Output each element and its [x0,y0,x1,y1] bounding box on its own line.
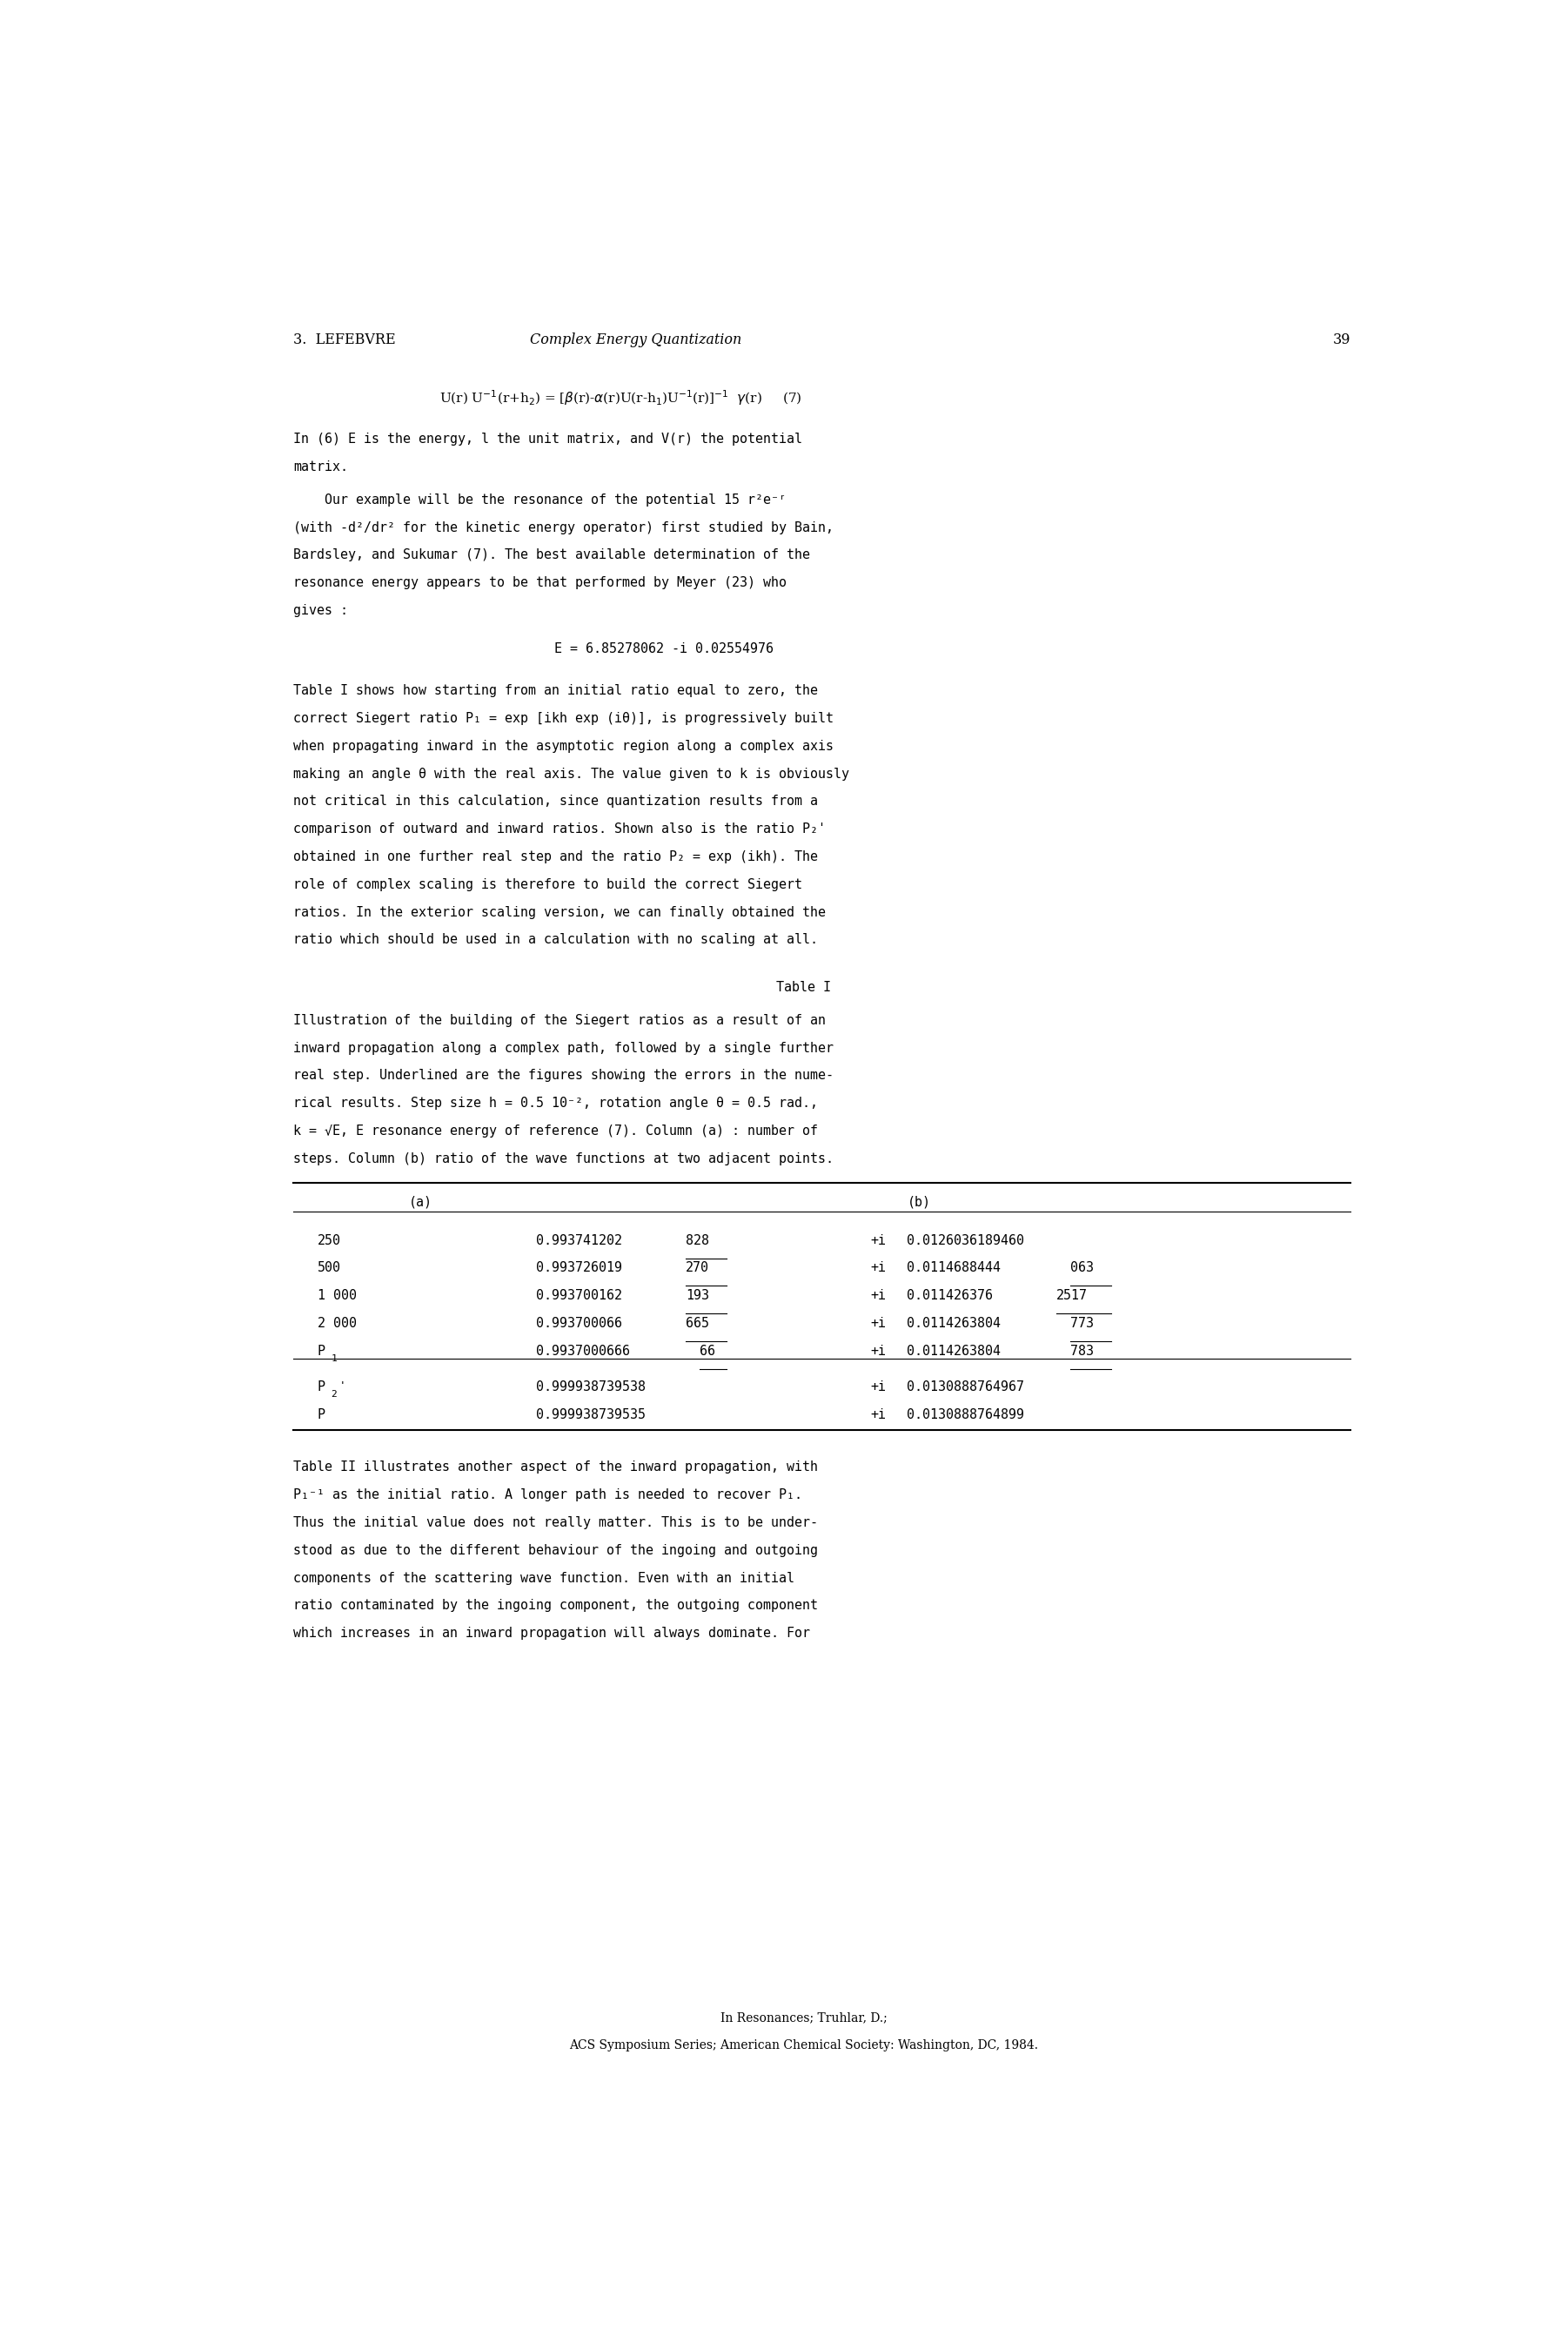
Text: Table II illustrates another aspect of the inward propagation, with: Table II illustrates another aspect of t… [293,1462,818,1473]
Text: ratios. In the exterior scaling version, we can finally obtained the: ratios. In the exterior scaling version,… [293,905,826,919]
Text: 2: 2 [331,1391,337,1398]
Text: components of the scattering wave function. Even with an initial: components of the scattering wave functi… [293,1572,795,1584]
Text: making an angle θ with the real axis. The value given to k is obviously: making an angle θ with the real axis. Th… [293,768,850,780]
Text: +i: +i [870,1290,886,1302]
Text: +i: +i [870,1262,886,1274]
Text: Illustration of the building of the Siegert ratios as a result of an: Illustration of the building of the Sieg… [293,1013,826,1027]
Text: 0.993700162: 0.993700162 [536,1290,622,1302]
Text: 0.993700066: 0.993700066 [536,1316,622,1330]
Text: gives :: gives : [293,604,348,618]
Text: obtained in one further real step and the ratio P₂ = exp (ikh). The: obtained in one further real step and th… [293,851,818,862]
Text: 773: 773 [1071,1316,1094,1330]
Text: stood as due to the different behaviour of the ingoing and outgoing: stood as due to the different behaviour … [293,1544,818,1558]
Text: which increases in an inward propagation will always dominate. For: which increases in an inward propagation… [293,1626,811,1640]
Text: 0.0114263804: 0.0114263804 [906,1344,1000,1358]
Text: 0.011426376: 0.011426376 [906,1290,993,1302]
Text: 1: 1 [331,1354,337,1363]
Text: ratio contaminated by the ingoing component, the outgoing component: ratio contaminated by the ingoing compon… [293,1600,818,1612]
Text: +i: +i [870,1344,886,1358]
Text: 193: 193 [685,1290,709,1302]
Text: Thus the initial value does not really matter. This is to be under-: Thus the initial value does not really m… [293,1516,818,1530]
Text: 0.0114688444: 0.0114688444 [906,1262,1000,1274]
Text: resonance energy appears to be that performed by Meyer (23) who: resonance energy appears to be that perf… [293,576,787,590]
Text: comparison of outward and inward ratios. Shown also is the ratio P₂': comparison of outward and inward ratios.… [293,822,826,837]
Text: 0.9937000666: 0.9937000666 [536,1344,630,1358]
Text: 0.999938739538: 0.999938739538 [536,1379,646,1394]
Text: 0.0126036189460: 0.0126036189460 [906,1234,1024,1248]
Text: role of complex scaling is therefore to build the correct Siegert: role of complex scaling is therefore to … [293,879,803,891]
Text: 0.0130888764899: 0.0130888764899 [906,1408,1024,1422]
Text: Bardsley, and Sukumar (7). The best available determination of the: Bardsley, and Sukumar (7). The best avai… [293,548,811,562]
Text: P: P [317,1379,325,1394]
Text: ratio which should be used in a calculation with no scaling at all.: ratio which should be used in a calculat… [293,933,818,947]
Text: 0.0114263804: 0.0114263804 [906,1316,1000,1330]
Text: +i: +i [870,1234,886,1248]
Text: Our example will be the resonance of the potential 15 r²e⁻ʳ: Our example will be the resonance of the… [293,494,787,505]
Text: 3.  LEFEBVRE: 3. LEFEBVRE [293,334,395,348]
Text: 270: 270 [685,1262,709,1274]
Text: (with -d²/dr² for the kinetic energy operator) first studied by Bain,: (with -d²/dr² for the kinetic energy ope… [293,522,834,533]
Text: 500: 500 [317,1262,340,1274]
Text: 828: 828 [685,1234,709,1248]
Text: ': ' [339,1379,347,1391]
Text: P₁⁻¹ as the initial ratio. A longer path is needed to recover P₁.: P₁⁻¹ as the initial ratio. A longer path… [293,1488,803,1502]
Text: matrix.: matrix. [293,461,348,472]
Text: 0.999938739535: 0.999938739535 [536,1408,646,1422]
Text: +i: +i [870,1379,886,1394]
Text: 0.0130888764967: 0.0130888764967 [906,1379,1024,1394]
Text: 250: 250 [317,1234,340,1248]
Text: 39: 39 [1333,334,1350,348]
Text: (a): (a) [409,1196,433,1208]
Text: ACS Symposium Series; American Chemical Society: Washington, DC, 1984.: ACS Symposium Series; American Chemical … [569,2040,1038,2052]
Text: 2517: 2517 [1057,1290,1088,1302]
Text: P: P [317,1344,325,1358]
Text: 665: 665 [685,1316,709,1330]
Text: not critical in this calculation, since quantization results from a: not critical in this calculation, since … [293,794,818,808]
Text: +i: +i [870,1408,886,1422]
Text: Table I shows how starting from an initial ratio equal to zero, the: Table I shows how starting from an initi… [293,684,818,698]
Text: steps. Column (b) ratio of the wave functions at two adjacent points.: steps. Column (b) ratio of the wave func… [293,1152,834,1166]
Text: 0.993726019: 0.993726019 [536,1262,622,1274]
Text: correct Siegert ratio P₁ = exp [ikh exp (iθ)], is progressively built: correct Siegert ratio P₁ = exp [ikh exp … [293,712,834,726]
Text: U(r) U$^{-1}$(r+h$_2$) = [$\beta$(r)-$\alpha$(r)U(r-h$_1$)U$^{-1}$(r)]$^{-1}$  $: U(r) U$^{-1}$(r+h$_2$) = [$\beta$(r)-$\a… [439,388,801,407]
Text: 1 000: 1 000 [317,1290,356,1302]
Text: rical results. Step size h = 0.5 10⁻², rotation angle θ = 0.5 rad.,: rical results. Step size h = 0.5 10⁻², r… [293,1097,818,1109]
Text: 063: 063 [1071,1262,1094,1274]
Text: +i: +i [870,1316,886,1330]
Text: inward propagation along a complex path, followed by a single further: inward propagation along a complex path,… [293,1041,834,1055]
Text: 783: 783 [1071,1344,1094,1358]
Text: real step. Underlined are the figures showing the errors in the nume-: real step. Underlined are the figures sh… [293,1069,834,1081]
Text: Table I: Table I [776,980,831,994]
Text: In Resonances; Truhlar, D.;: In Resonances; Truhlar, D.; [720,2012,887,2023]
Text: k = √E, E resonance energy of reference (7). Column (a) : number of: k = √E, E resonance energy of reference … [293,1123,818,1137]
Text: 0.993741202: 0.993741202 [536,1234,622,1248]
Text: when propagating inward in the asymptotic region along a complex axis: when propagating inward in the asymptoti… [293,740,834,752]
Text: E = 6.85278062 -i 0.02554976: E = 6.85278062 -i 0.02554976 [555,644,773,656]
Text: 66: 66 [699,1344,715,1358]
Text: (b): (b) [908,1196,931,1208]
Text: In (6) E is the energy, l the unit matrix, and V(r) the potential: In (6) E is the energy, l the unit matri… [293,432,803,446]
Text: 2 000: 2 000 [317,1316,356,1330]
Text: P: P [317,1408,325,1422]
Text: Complex Energy Quantization: Complex Energy Quantization [530,334,742,348]
